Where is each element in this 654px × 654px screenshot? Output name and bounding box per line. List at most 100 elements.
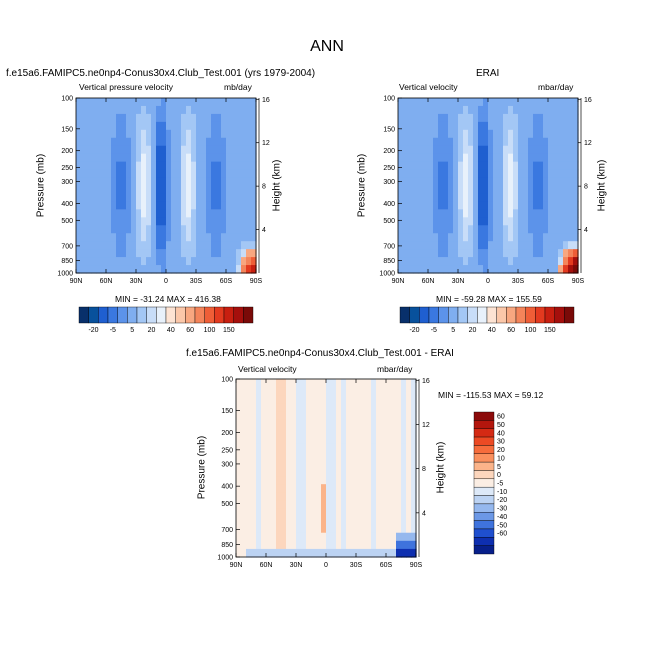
heatmap-cell bbox=[226, 153, 232, 163]
heatmap-cell bbox=[81, 145, 87, 155]
colorbar-swatch bbox=[98, 306, 109, 324]
heatmap-cell bbox=[226, 113, 232, 123]
heatmap-cell bbox=[171, 137, 177, 147]
x-tick-label: 60S bbox=[380, 562, 393, 569]
heatmap-cell bbox=[241, 476, 247, 485]
heatmap-cell bbox=[493, 185, 499, 195]
heatmap-cell bbox=[423, 193, 429, 202]
heatmap-cell bbox=[366, 500, 372, 510]
heatmap-cell bbox=[448, 217, 454, 226]
heatmap-cell bbox=[226, 145, 232, 155]
heatmap-cell bbox=[76, 209, 82, 218]
heatmap-cell bbox=[573, 233, 579, 242]
heatmap-cell bbox=[503, 265, 509, 274]
heatmap-cell bbox=[423, 209, 429, 218]
heatmap-cell bbox=[391, 403, 397, 412]
heatmap-cell bbox=[166, 98, 172, 107]
heatmap-cell bbox=[121, 105, 127, 115]
heatmap-cell bbox=[281, 468, 287, 477]
heatmap-cell bbox=[256, 484, 262, 493]
heatmap-cell bbox=[131, 265, 137, 274]
heatmap-cell bbox=[386, 500, 392, 510]
heatmap-cell bbox=[468, 145, 474, 155]
heatmap-cell bbox=[191, 193, 197, 202]
heatmap-cell bbox=[101, 265, 107, 274]
heatmap-cell bbox=[408, 105, 414, 115]
heatmap-cell bbox=[356, 427, 362, 437]
heatmap-cell bbox=[301, 540, 307, 550]
heatmap-cell bbox=[326, 411, 332, 421]
heatmap-cell bbox=[296, 468, 302, 477]
heatmap-cell bbox=[116, 185, 122, 195]
heatmap-cell bbox=[443, 129, 449, 139]
heatmap-cell bbox=[96, 185, 102, 195]
heatmap-cell bbox=[568, 265, 574, 274]
heatmap-cell bbox=[206, 257, 212, 266]
heatmap-cell bbox=[361, 532, 367, 542]
heatmap-cell bbox=[241, 548, 247, 558]
heatmap-cell bbox=[261, 419, 267, 429]
heatmap-cell bbox=[171, 153, 177, 163]
heatmap-cell bbox=[356, 540, 362, 550]
heatmap-cell bbox=[211, 217, 217, 226]
heatmap-cell bbox=[246, 484, 252, 493]
heatmap-cell bbox=[381, 532, 387, 542]
heatmap-cell bbox=[166, 105, 172, 115]
heatmap-cell bbox=[413, 185, 419, 195]
heatmap-cell bbox=[401, 395, 407, 404]
heatmap-cell bbox=[428, 241, 434, 250]
heatmap-cell bbox=[296, 508, 302, 518]
heatmap-cell bbox=[503, 177, 509, 187]
heatmap-cell bbox=[316, 484, 322, 493]
heatmap-cell bbox=[231, 105, 237, 115]
heatmap-cell bbox=[488, 145, 494, 155]
colorbar-swatch bbox=[438, 306, 449, 324]
heatmap-cell bbox=[151, 113, 157, 123]
heatmap-cell bbox=[336, 395, 342, 404]
heatmap-cell bbox=[553, 225, 559, 234]
heatmap-cell bbox=[246, 419, 252, 429]
heatmap-cell bbox=[271, 548, 277, 558]
heatmap-cell bbox=[366, 451, 372, 461]
heatmap-cell bbox=[543, 137, 549, 147]
heatmap-cell bbox=[286, 451, 292, 461]
heatmap-cell bbox=[161, 217, 167, 226]
heatmap-cell bbox=[413, 193, 419, 202]
heatmap-cell bbox=[493, 249, 499, 258]
heatmap-cell bbox=[291, 508, 297, 518]
heatmap-cell bbox=[433, 105, 439, 115]
heatmap-cell bbox=[136, 137, 142, 147]
heatmap-cell bbox=[398, 193, 404, 202]
colorbar-swatch bbox=[506, 306, 517, 324]
y-right-tick-label: 8 bbox=[584, 184, 588, 191]
heatmap-cell bbox=[513, 169, 519, 179]
heatmap-cell bbox=[438, 129, 444, 139]
heatmap-cell bbox=[191, 241, 197, 250]
heatmap-cell bbox=[406, 387, 412, 396]
heatmap-cell bbox=[166, 257, 172, 266]
heatmap-cell bbox=[356, 548, 362, 558]
heatmap-cell bbox=[266, 451, 272, 461]
heatmap-cell bbox=[411, 532, 417, 542]
heatmap-cell bbox=[331, 516, 337, 526]
heatmap-cell bbox=[418, 249, 424, 258]
heatmap-cell bbox=[473, 217, 479, 226]
heatmap-cell bbox=[433, 185, 439, 195]
heatmap-cell bbox=[111, 265, 117, 274]
heatmap-cell bbox=[96, 153, 102, 163]
heatmap-cell bbox=[563, 137, 569, 147]
heatmap-cell bbox=[508, 241, 514, 250]
heatmap-cell bbox=[236, 443, 242, 453]
heatmap-cell bbox=[331, 540, 337, 550]
heatmap-cell bbox=[221, 137, 227, 147]
heatmap-cell bbox=[216, 153, 222, 163]
heatmap-cell bbox=[458, 209, 464, 218]
heatmap-cell bbox=[498, 177, 504, 187]
heatmap-cell bbox=[528, 105, 534, 115]
heatmap-cell bbox=[246, 395, 252, 404]
heatmap-cell bbox=[331, 484, 337, 493]
heatmap-cell bbox=[136, 209, 142, 218]
heatmap-cell bbox=[478, 249, 484, 258]
colorbar-swatch bbox=[473, 428, 495, 438]
y-tick-label: 1000 bbox=[379, 271, 395, 278]
